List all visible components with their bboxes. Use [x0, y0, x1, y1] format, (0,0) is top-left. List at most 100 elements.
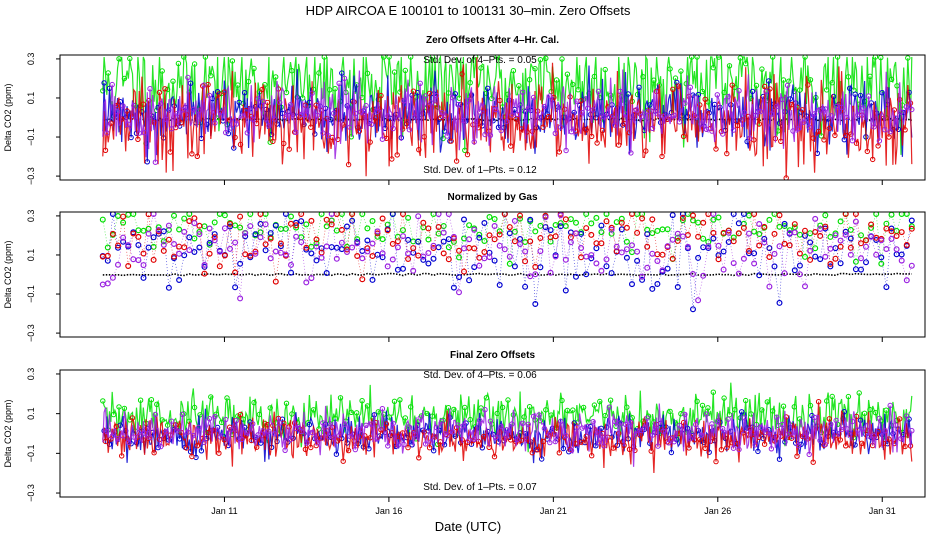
data-point	[682, 411, 688, 418]
data-point	[705, 245, 712, 252]
data-point	[325, 133, 331, 139]
data-point	[120, 103, 126, 109]
data-point	[644, 109, 650, 115]
data-point	[384, 227, 391, 234]
data-point	[232, 134, 238, 141]
data-point	[852, 91, 858, 97]
data-point	[206, 225, 213, 232]
data-point	[340, 458, 346, 464]
y-tick-label: 0.1	[26, 407, 36, 420]
data-point	[893, 246, 900, 253]
data-point	[100, 88, 106, 94]
data-point	[211, 219, 218, 226]
data-point	[201, 261, 208, 268]
data-point	[675, 83, 681, 89]
data-point	[516, 83, 522, 89]
data-point	[774, 103, 780, 110]
data-point	[618, 215, 625, 222]
data-point	[472, 55, 479, 60]
data-point	[308, 243, 315, 250]
data-point	[150, 212, 157, 217]
data-point	[497, 97, 503, 104]
data-point	[527, 273, 534, 280]
data-point	[267, 255, 274, 262]
data-point	[735, 230, 742, 237]
data-point	[588, 252, 595, 259]
data-point	[216, 450, 222, 456]
data-point	[293, 233, 300, 240]
data-point	[829, 80, 835, 86]
data-point	[709, 421, 715, 427]
data-point	[668, 449, 675, 456]
data-point	[598, 425, 604, 431]
data-point	[445, 212, 452, 217]
data-point	[544, 111, 550, 117]
plot-area	[99, 212, 915, 313]
data-point	[575, 87, 581, 93]
data-point	[669, 212, 676, 219]
data-point	[228, 125, 234, 131]
data-point	[810, 459, 816, 465]
data-point	[415, 213, 422, 220]
data-point	[164, 422, 171, 428]
data-point	[208, 73, 214, 79]
data-point	[433, 424, 440, 431]
data-point	[452, 91, 458, 97]
data-point	[140, 250, 147, 257]
data-point	[267, 230, 274, 237]
data-point	[476, 231, 483, 238]
data-point	[751, 260, 758, 267]
data-point	[251, 399, 257, 406]
data-point	[908, 225, 915, 232]
data-point	[114, 244, 121, 251]
data-point	[537, 57, 544, 63]
data-point	[344, 249, 351, 256]
data-point	[705, 243, 712, 250]
data-point	[445, 256, 452, 263]
data-point	[493, 106, 499, 113]
data-point	[440, 135, 446, 142]
data-point	[368, 421, 375, 427]
data-point	[206, 250, 213, 257]
data-point	[603, 212, 610, 217]
data-point	[602, 66, 608, 73]
data-point	[287, 102, 294, 108]
data-point	[206, 416, 213, 422]
data-point	[845, 74, 852, 80]
data-point	[104, 244, 111, 251]
data-point	[344, 223, 351, 230]
data-point	[811, 111, 818, 117]
data-point	[539, 456, 545, 462]
data-point	[790, 433, 796, 439]
data-point	[478, 65, 484, 71]
data-point	[571, 109, 577, 116]
data-point	[552, 438, 558, 445]
data-point	[417, 415, 423, 421]
data-point	[865, 93, 872, 99]
data-point	[412, 432, 418, 438]
data-point	[898, 109, 904, 115]
data-point	[799, 107, 806, 113]
data-point	[445, 405, 452, 411]
data-point	[248, 437, 255, 444]
data-point	[272, 248, 279, 255]
data-point	[121, 405, 128, 412]
data-point	[303, 221, 310, 228]
data-point	[316, 70, 322, 76]
data-point	[402, 67, 408, 74]
data-point	[187, 449, 194, 455]
data-point	[425, 250, 432, 257]
data-point	[400, 233, 407, 240]
data-point	[394, 244, 401, 251]
std-dev-annotation: Std. Dev. of 4–Pts. = 0.05	[423, 55, 537, 66]
data-point	[838, 104, 845, 111]
data-point	[763, 429, 769, 436]
data-point	[806, 451, 812, 458]
data-point	[159, 68, 165, 74]
data-point	[872, 55, 879, 60]
data-point	[689, 55, 695, 60]
data-point	[237, 260, 244, 267]
data-point	[359, 276, 366, 283]
data-point	[476, 254, 483, 261]
data-point	[450, 284, 457, 291]
